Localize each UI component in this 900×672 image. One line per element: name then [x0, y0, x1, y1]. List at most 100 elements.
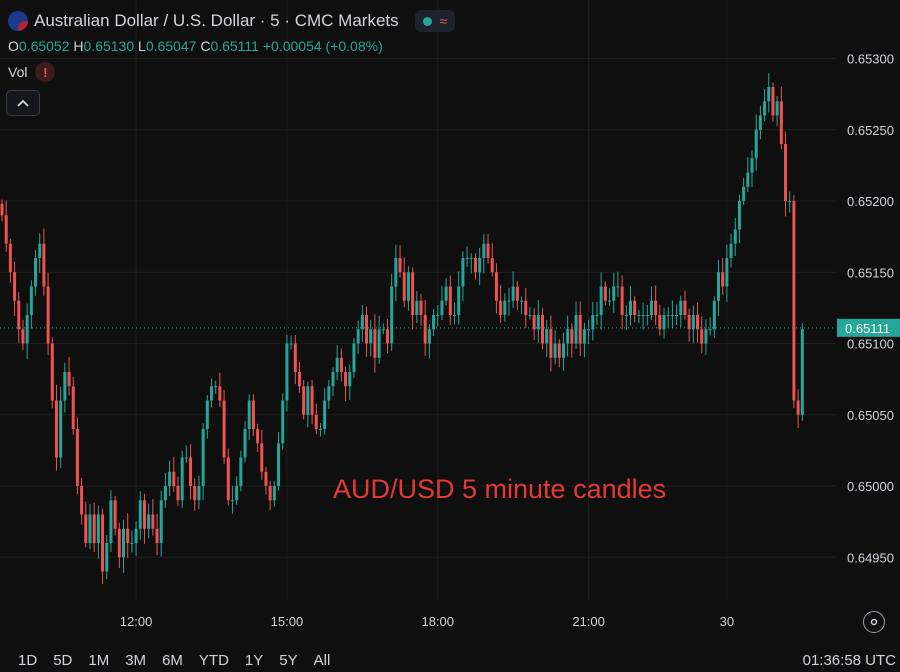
range-1d-button[interactable]: 1D: [18, 652, 38, 669]
candle-body: [385, 329, 389, 344]
symbol-title[interactable]: Australian Dollar / U.S. Dollar · 5 · CM…: [34, 11, 399, 30]
candle-body: [578, 315, 582, 344]
candle-body: [800, 329, 804, 415]
candle-body: [130, 543, 134, 544]
candle-body: [637, 315, 641, 316]
candle-body: [541, 315, 545, 344]
candle-body: [771, 87, 775, 116]
candle-body: [402, 272, 406, 301]
candle-body: [423, 315, 427, 344]
candle-body: [670, 315, 674, 316]
symbol-header[interactable]: Australian Dollar / U.S. Dollar · 5 · CM…: [8, 10, 456, 32]
candle-body: [566, 329, 570, 344]
candle-body: [750, 158, 754, 173]
candle-body: [406, 272, 410, 301]
range-1y-button[interactable]: 1Y: [244, 652, 264, 669]
candle-body: [180, 457, 184, 501]
range-5y-button[interactable]: 5Y: [279, 652, 298, 669]
candle-body: [323, 400, 327, 429]
candle-body: [767, 87, 771, 102]
candle-body: [507, 300, 511, 302]
range-ytd-button[interactable]: YTD: [198, 652, 229, 669]
candle-body: [608, 300, 612, 302]
price-axis[interactable]: 0.65300 0.65250 0.65200 0.65150 0.65100 0.650…: [847, 52, 894, 566]
candle-body: [42, 243, 46, 287]
candle-body: [13, 272, 17, 301]
candle-body: [243, 429, 247, 458]
low-label: L: [138, 38, 146, 54]
volume-legend[interactable]: Vol !: [8, 62, 56, 82]
candle-body: [453, 315, 457, 316]
candle-body: [536, 315, 540, 330]
candle-body: [461, 258, 465, 287]
candle-body: [113, 500, 117, 529]
candle-body: [742, 186, 746, 201]
candle-body: [327, 386, 331, 401]
y-tick-label: 0.65200: [847, 194, 894, 209]
open-value: 0.65052: [18, 38, 70, 54]
range-5d-button[interactable]: 5D: [53, 652, 73, 669]
candle-body: [352, 343, 356, 372]
utc-clock[interactable]: 01:36:58 UTC: [802, 652, 896, 669]
candle-body: [620, 286, 624, 315]
candle-body: [84, 514, 88, 543]
candle-body: [96, 514, 100, 543]
range-3m-button[interactable]: 3M: [125, 652, 147, 669]
candle-body: [310, 386, 314, 415]
chart-annotation: AUD/USD 5 minute candles: [333, 474, 666, 504]
candle-body: [29, 286, 33, 315]
range-all-button[interactable]: All: [313, 652, 331, 669]
candle-body: [448, 286, 452, 315]
candle-body: [465, 258, 469, 259]
candle-body: [649, 300, 653, 315]
status-pill[interactable]: ≈: [414, 10, 456, 32]
candle-body: [658, 315, 662, 330]
candle-body: [532, 315, 536, 330]
candle-body: [138, 500, 142, 529]
candle-body: [411, 272, 415, 315]
y-tick-label: 0.64950: [847, 550, 894, 565]
candle-body: [775, 101, 779, 116]
candle-body: [595, 315, 599, 316]
candle-body: [666, 315, 670, 316]
candle-body: [134, 528, 138, 543]
candle-body: [50, 343, 54, 401]
candle-body: [545, 329, 549, 344]
range-6m-button[interactable]: 6M: [162, 652, 183, 669]
range-1m-button[interactable]: 1M: [88, 652, 110, 669]
candle-body: [599, 286, 603, 315]
candle-body: [159, 500, 163, 543]
y-tick-label: 0.65300: [847, 52, 894, 67]
wave-icon: ≈: [439, 13, 448, 29]
x-tick-label: 30: [720, 614, 734, 629]
y-tick-label: 0.65100: [847, 337, 894, 352]
candle-body: [457, 286, 461, 315]
candle-body: [214, 386, 218, 388]
candle-body: [356, 329, 360, 344]
candle-body: [796, 400, 800, 415]
candle-body: [8, 243, 12, 273]
candle-body: [645, 315, 649, 316]
chart-settings-button[interactable]: [863, 611, 885, 633]
candle-body: [339, 357, 343, 372]
candle-body: [520, 300, 524, 302]
candle-body: [147, 514, 151, 529]
candle-body: [344, 372, 348, 387]
candle-body: [582, 329, 586, 344]
time-axis[interactable]: 12:00 15:00 18:00 21:00 30: [120, 614, 734, 629]
candle-body: [142, 500, 146, 529]
candle-body: [373, 329, 377, 358]
candle-body: [226, 457, 230, 501]
candle-body: [432, 315, 436, 330]
low-value: 0.65047: [145, 38, 197, 54]
candle-body: [377, 329, 381, 358]
collapse-legend-button[interactable]: [6, 90, 40, 116]
candle-body: [679, 300, 683, 315]
high-label: H: [73, 38, 84, 54]
candle-body: [515, 286, 519, 301]
candle-body: [88, 514, 92, 543]
close-label: C: [200, 38, 211, 54]
candle-body: [788, 201, 792, 202]
warning-icon[interactable]: !: [35, 62, 56, 82]
